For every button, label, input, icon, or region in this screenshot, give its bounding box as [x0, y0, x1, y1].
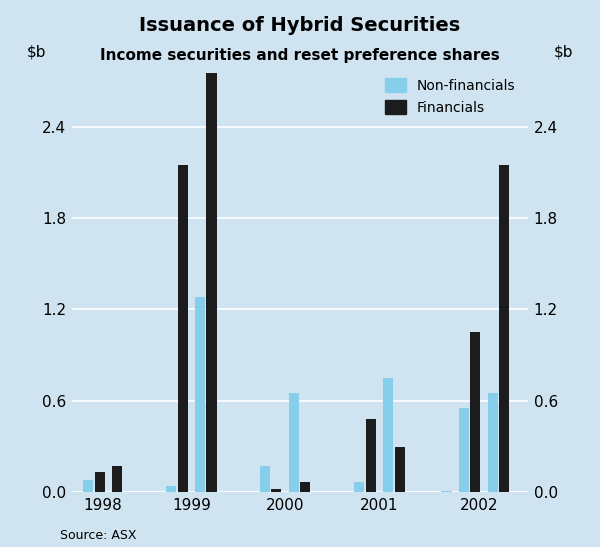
Bar: [166, 486, 176, 492]
Bar: [366, 419, 376, 492]
Title: Income securities and reset preference shares: Income securities and reset preference s…: [100, 48, 500, 63]
Bar: [354, 482, 364, 492]
Text: Issuance of Hybrid Securities: Issuance of Hybrid Securities: [139, 16, 461, 36]
Bar: [289, 393, 299, 492]
Text: Source: ASX: Source: ASX: [60, 528, 137, 542]
Bar: [300, 482, 310, 492]
Bar: [383, 378, 393, 492]
Bar: [395, 446, 405, 492]
Bar: [260, 467, 270, 492]
Bar: [271, 489, 281, 492]
Bar: [112, 467, 122, 492]
Bar: [470, 333, 481, 492]
Bar: [442, 491, 452, 492]
Bar: [178, 165, 188, 492]
Bar: [206, 73, 217, 492]
Bar: [488, 393, 498, 492]
Bar: [195, 297, 205, 492]
Text: $b: $b: [554, 44, 574, 59]
Bar: [95, 473, 105, 492]
Legend: Non-financials, Financials: Non-financials, Financials: [379, 73, 521, 120]
Bar: [83, 480, 93, 492]
Bar: [499, 165, 509, 492]
Text: $b: $b: [26, 44, 46, 59]
Bar: [459, 409, 469, 492]
